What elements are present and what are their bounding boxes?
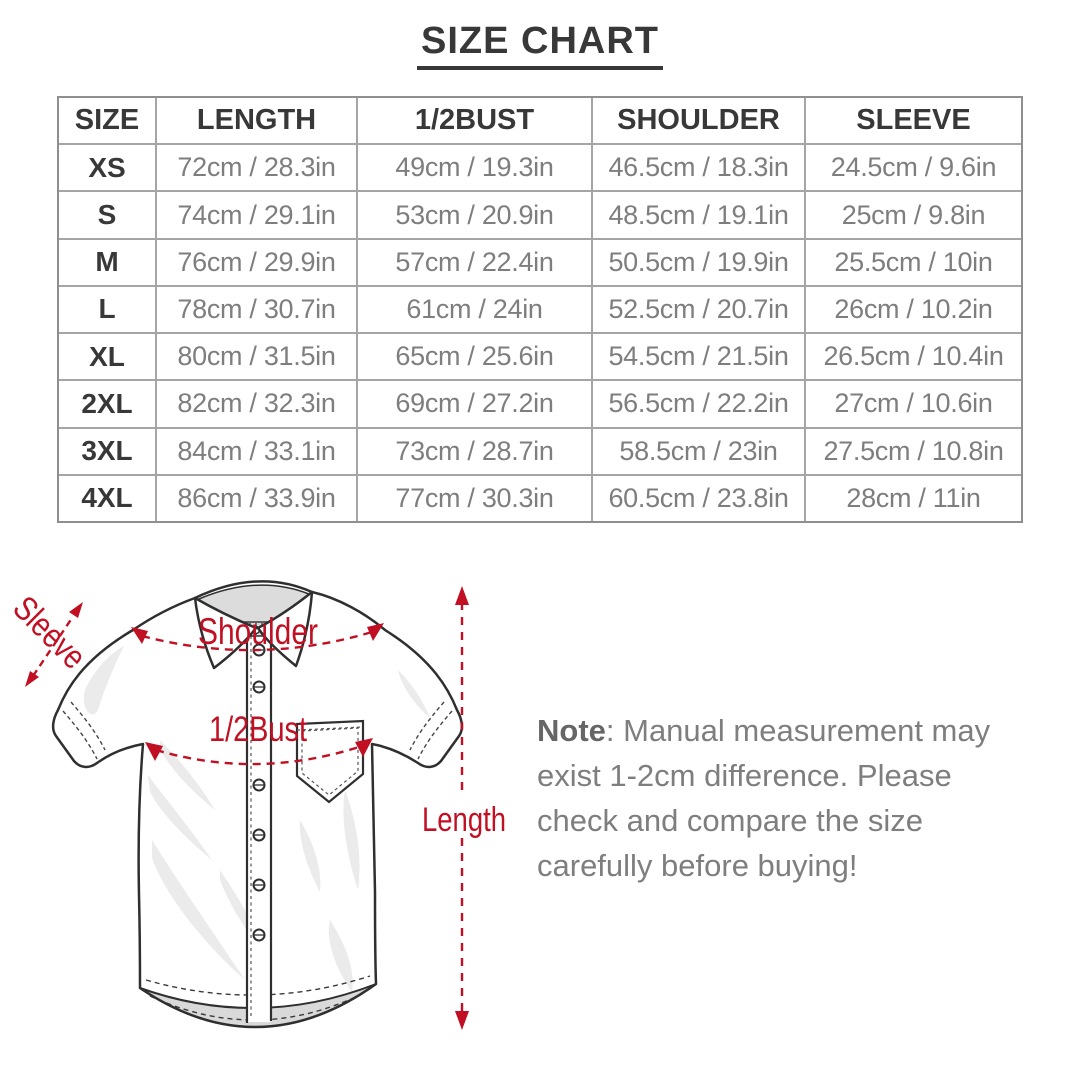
note-label: Note (537, 713, 606, 748)
value-cell: 76cm / 29.9in (155, 239, 356, 285)
value-cell: 25cm / 9.8in (804, 192, 1021, 238)
size-cell: L (98, 293, 116, 325)
value-cell: 48.5cm / 19.1in (591, 192, 804, 238)
bust-arrow-line (155, 744, 363, 766)
value-cell: 56.5cm / 22.2in (591, 381, 804, 427)
value-cell: 24.5cm / 9.6in (804, 145, 1021, 191)
value-cell: 57cm / 22.4in (356, 239, 591, 285)
value-cell: 73cm / 28.7in (356, 428, 591, 474)
value-cell: 84cm / 33.1in (155, 428, 356, 474)
hem-stitch-top (145, 975, 371, 996)
header-cell-size: SIZE (74, 104, 140, 137)
table-row-4xl: 4XL 86cm / 33.9in 77cm / 30.3in 60.5cm / 23… (59, 473, 1021, 521)
size-cell: M (95, 246, 119, 278)
size-cell: 4XL (81, 482, 133, 514)
note-text: Note: Manual measurement may exist 1-2cm… (537, 708, 1017, 888)
value-cell: 26.5cm / 10.4in (804, 334, 1021, 380)
sleeve-arrowhead-top (69, 602, 83, 618)
value-cell: 58.5cm / 23in (591, 428, 804, 474)
value-cell: 53cm / 20.9in (356, 192, 591, 238)
size-table-header-row: SIZE LENGTH 1/2BUST SHOULDER SLEEVE (59, 98, 1021, 144)
value-cell: 28cm / 11in (804, 475, 1021, 521)
value-cell: 61cm / 24in (356, 286, 591, 333)
size-cell: 3XL (81, 435, 133, 467)
length-label: Length (422, 801, 506, 839)
note-line-1: Note: Manual measurement may (537, 713, 991, 748)
bust-label: 1/2Bust (209, 710, 307, 749)
shirt-diagram: Shoulder 1/2Bust Length Sleeve (5, 580, 506, 1030)
header-cell-length: LENGTH (155, 98, 356, 144)
value-cell: 82cm / 32.3in (155, 381, 356, 427)
cuff-stitching (62, 701, 453, 760)
size-cell: XL (89, 340, 125, 372)
chest-pocket (295, 719, 365, 804)
table-row-m: M 76cm / 29.9in 57cm / 22.4in 50.5cm / 19.9… (59, 237, 1021, 285)
table-row-l: L 78cm / 30.7in 61cm / 24in 52.5cm / 20.7in… (59, 284, 1021, 333)
value-cell: 60.5cm / 23.8in (591, 475, 804, 521)
shoulder-arrow-line (141, 630, 373, 652)
value-cell: 26cm / 10.2in (804, 286, 1021, 333)
value-cell: 74cm / 29.1in (155, 192, 356, 238)
value-cell: 52.5cm / 20.7in (591, 286, 804, 333)
bust-arrowhead-left (145, 742, 163, 761)
value-cell: 69cm / 27.2in (356, 381, 591, 427)
shirt-outline (51, 580, 464, 1029)
note-line-2: exist 1-2cm difference. Please (537, 758, 952, 793)
value-cell: 72cm / 28.3in (155, 145, 356, 191)
page-title: SIZE CHART (417, 20, 663, 70)
value-cell: 50.5cm / 19.9in (591, 239, 804, 285)
size-cell: S (97, 199, 117, 231)
sleeve-label: Sleeve (5, 589, 93, 677)
length-arrowhead-top (455, 586, 469, 605)
value-cell: 49cm / 19.3in (356, 145, 591, 191)
shoulder-arrowhead-left (131, 627, 148, 644)
placket (245, 628, 273, 1023)
value-cell: 78cm / 30.7in (155, 286, 356, 333)
collar-flap-left (193, 596, 258, 670)
size-table: SIZE LENGTH 1/2BUST SHOULDER SLEEVE XS 72cm /… (57, 96, 1023, 523)
table-row-s: S 74cm / 29.1in 53cm / 20.9in 48.5cm / 19.1… (59, 190, 1021, 238)
value-cell: 80cm / 31.5in (155, 334, 356, 380)
page-title-wrap: SIZE CHART (0, 20, 1080, 70)
size-cell: 2XL (81, 387, 133, 419)
value-cell: 77cm / 30.3in (356, 475, 591, 521)
value-cell: 86cm / 33.9in (155, 475, 356, 521)
header-cell-sleeve: SLEEVE (804, 98, 1021, 144)
value-cell: 54.5cm / 21.5in (591, 334, 804, 380)
value-cell: 65cm / 25.6in (356, 334, 591, 380)
value-cell: 27.5cm / 10.8in (804, 428, 1021, 474)
header-cell-shoulder: SHOULDER (591, 98, 804, 144)
value-cell: 25.5cm / 10in (804, 239, 1021, 285)
value-cell: 46.5cm / 18.3in (591, 145, 804, 191)
sleeve-arrowhead-bottom (25, 671, 39, 687)
length-arrowhead-bottom (455, 1011, 469, 1030)
note-line-3: check and compare the size (537, 803, 923, 838)
table-row-3xl: 3XL 84cm / 33.1in 73cm / 28.7in 58.5cm / 23… (59, 426, 1021, 474)
table-row-2xl: 2XL 82cm / 32.3in 69cm / 27.2in 56.5cm / 22… (59, 379, 1021, 427)
header-cell-12bust: 1/2BUST (356, 98, 591, 144)
bust-arrowhead-right (355, 738, 373, 757)
size-cell: XS (88, 151, 126, 183)
table-row-xs: XS 72cm / 28.3in 49cm / 19.3in 46.5cm / 18.… (59, 143, 1021, 191)
shoulder-label: Shoulder (198, 611, 318, 652)
note-line-4: carefully before buying! (537, 848, 858, 883)
table-row-xl: XL 80cm / 31.5in 65cm / 25.6in 54.5cm / 21.… (59, 332, 1021, 380)
shoulder-arrowhead-right (367, 623, 384, 641)
value-cell: 27cm / 10.6in (804, 381, 1021, 427)
